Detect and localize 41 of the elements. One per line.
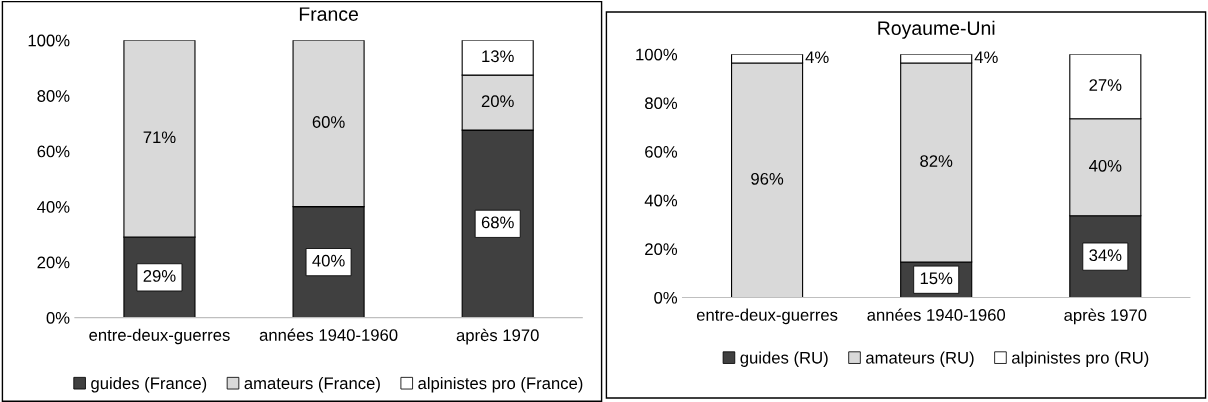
data-label: 40%	[312, 254, 345, 267]
legend-label: alpinistes pro (France)	[418, 376, 583, 393]
x-tick-label: entre-deux-guerres	[696, 308, 838, 325]
y-tick-label: 80%	[645, 97, 678, 110]
data-label: 13%	[482, 50, 514, 63]
data-label: 34%	[1089, 249, 1122, 262]
y-tick-label: 100%	[636, 48, 678, 61]
y-tick-label: 20%	[37, 256, 70, 269]
data-label: 60%	[312, 116, 345, 128]
chart-title: France	[299, 7, 358, 21]
x-tick-label: entre-deux-guerres	[89, 328, 230, 345]
y-tick-label: 40%	[37, 201, 70, 213]
data-label: 82%	[920, 155, 953, 167]
chart-title: Royaume-Uni	[878, 20, 995, 39]
legend-label: amateurs (RU)	[866, 351, 974, 367]
data-label: 15%	[920, 272, 953, 285]
data-label: 27%	[1089, 79, 1122, 91]
data-label: 20%	[481, 95, 514, 108]
y-tick-label: 20%	[645, 243, 678, 256]
y-tick-label: 60%	[37, 145, 70, 158]
legend-label: guides (France)	[91, 376, 207, 393]
legend-label: guides (RU)	[740, 351, 828, 367]
x-tick-label: après 1970	[456, 328, 539, 345]
data-label: 71%	[143, 131, 176, 144]
y-tick-label: 0%	[46, 311, 70, 324]
x-tick-label: années 1940-1960	[867, 308, 1006, 321]
data-label: 96%	[751, 172, 784, 185]
y-tick-label: 100%	[28, 34, 70, 47]
y-tick-label: 40%	[644, 194, 678, 207]
x-tick-label: années 1940-1960	[259, 328, 398, 341]
data-label: 40%	[1089, 159, 1122, 172]
data-label: 29%	[143, 270, 176, 282]
y-tick-label: 0%	[654, 291, 678, 304]
legend-label: alpinistes pro (RU)	[1012, 351, 1149, 367]
data-label: 4%	[974, 51, 998, 64]
x-tick-label: après 1970	[1064, 308, 1147, 325]
y-tick-label: 60%	[645, 145, 678, 158]
legend-label: amateurs (France)	[244, 376, 380, 393]
y-tick-label: 80%	[37, 90, 70, 102]
data-label: 4%	[805, 51, 829, 64]
data-label: 68%	[481, 216, 514, 229]
